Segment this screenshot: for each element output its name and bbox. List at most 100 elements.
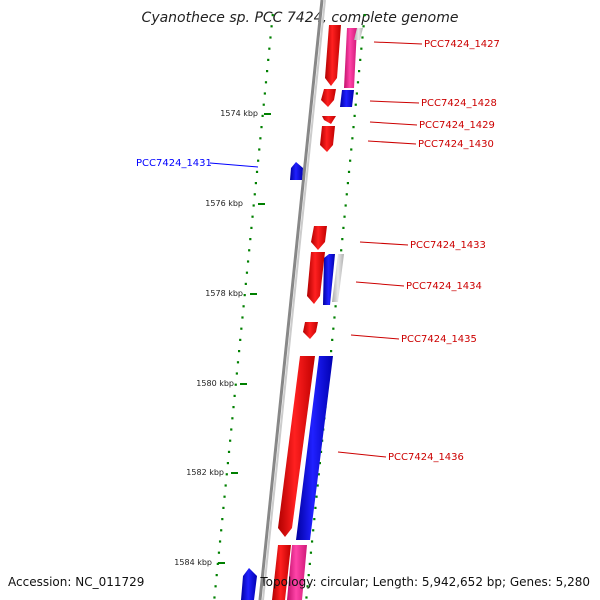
minor-tick — [248, 249, 251, 252]
minor-tick — [230, 428, 233, 431]
minor-tick — [363, 14, 366, 17]
minor-tick — [266, 70, 269, 73]
minor-tick — [269, 36, 272, 39]
minor-tick — [330, 350, 333, 353]
map-title: Cyanothece sp. PCC 7424, complete genome — [141, 10, 459, 26]
minor-tick — [239, 338, 242, 341]
gene-feature — [287, 545, 307, 600]
gene-label[interactable]: PCC7424_1433 — [410, 240, 486, 251]
minor-tick — [223, 495, 226, 498]
minor-tick — [261, 114, 264, 117]
minor-tick — [308, 562, 311, 565]
minor-tick — [218, 540, 222, 543]
kbp-label: 1578 kbp — [205, 289, 243, 298]
minor-tick — [254, 182, 257, 185]
minor-tick — [264, 81, 268, 84]
minor-tick — [225, 473, 228, 476]
minor-tick — [238, 350, 241, 353]
minor-tick — [233, 394, 236, 397]
minor-tick — [260, 126, 263, 129]
gene-feature — [340, 90, 354, 107]
minor-tick — [356, 81, 360, 84]
leader-line — [359, 241, 409, 246]
minor-tick — [259, 137, 262, 140]
gene-feature — [296, 356, 333, 540]
minor-tick — [224, 484, 227, 487]
minor-tick — [343, 215, 346, 218]
minor-tick — [220, 529, 223, 532]
minor-tick — [217, 551, 221, 554]
gene-feature — [322, 116, 336, 124]
gene-feature — [321, 89, 336, 107]
gene-label[interactable]: PCC7424_1427 — [424, 39, 500, 50]
gene-label[interactable]: PCC7424_1430 — [418, 139, 494, 150]
minor-tick — [313, 518, 316, 521]
gene-feature — [354, 28, 363, 40]
minor-tick — [346, 182, 349, 185]
minor-tick — [314, 506, 317, 509]
minor-tick — [257, 159, 260, 162]
minor-tick — [318, 462, 321, 465]
minor-tick — [316, 484, 319, 487]
gene-feature — [344, 28, 357, 88]
minor-tick — [240, 327, 243, 330]
minor-tick — [244, 282, 247, 285]
minor-tick — [236, 361, 240, 364]
minor-tick — [354, 103, 357, 106]
minor-tick — [242, 305, 245, 308]
gene-feature — [323, 254, 335, 305]
minor-tick — [267, 58, 270, 61]
minor-tick — [347, 170, 351, 173]
minor-tick — [351, 137, 354, 140]
minor-tick — [355, 92, 358, 95]
kbp-label: 1580 kbp — [196, 379, 234, 388]
gene-label[interactable]: PCC7424_1431 — [136, 158, 212, 169]
minor-tick — [232, 406, 235, 409]
minor-tick — [344, 204, 347, 207]
gene-label[interactable]: PCC7424_1429 — [419, 120, 495, 131]
minor-tick — [235, 372, 238, 375]
minor-tick — [352, 126, 355, 129]
minor-tick — [245, 271, 249, 274]
minor-tick — [350, 148, 353, 151]
minor-tick — [360, 47, 363, 50]
gene-label[interactable]: PCC7424_1436 — [388, 452, 464, 463]
genome-summary-text: Topology: circular; Length: 5,942,652 bp… — [260, 575, 590, 589]
minor-tick — [271, 14, 274, 17]
minor-tick — [342, 226, 345, 229]
minor-tick — [353, 114, 356, 117]
minor-tick — [215, 574, 218, 577]
leader-line — [367, 140, 417, 145]
minor-tick — [312, 529, 315, 532]
gene-features — [241, 25, 363, 600]
minor-tick — [252, 204, 255, 207]
minor-tick — [250, 226, 253, 229]
minor-tick — [243, 294, 246, 297]
minor-tick — [231, 417, 234, 420]
kbp-label: 1582 kbp — [186, 468, 224, 477]
gene-labels: PCC7424_1427 PCC7424_1428 PCC7424_1429 PCC7… — [136, 39, 500, 463]
leader-line — [369, 121, 418, 126]
gene-feature — [303, 322, 318, 339]
minor-tick — [255, 170, 259, 173]
minor-tick — [227, 450, 231, 453]
minor-tick — [358, 70, 361, 73]
gene-feature — [332, 254, 344, 302]
minor-tick — [249, 238, 252, 241]
minor-tick — [362, 25, 365, 28]
leader-line — [350, 334, 400, 340]
minor-tick — [262, 103, 265, 106]
minor-tick — [319, 450, 323, 453]
leader-line — [355, 281, 405, 287]
kbp-label: 1584 kbp — [174, 558, 212, 567]
minor-tick — [306, 585, 309, 588]
minor-tick — [213, 596, 216, 599]
gene-label[interactable]: PCC7424_1434 — [406, 281, 482, 292]
minor-tick — [340, 249, 343, 252]
minor-tick — [332, 327, 335, 330]
gene-feature — [311, 226, 327, 250]
minor-tick — [253, 193, 256, 196]
gene-label[interactable]: PCC7424_1435 — [401, 334, 477, 345]
gene-label[interactable]: PCC7424_1428 — [421, 98, 497, 109]
